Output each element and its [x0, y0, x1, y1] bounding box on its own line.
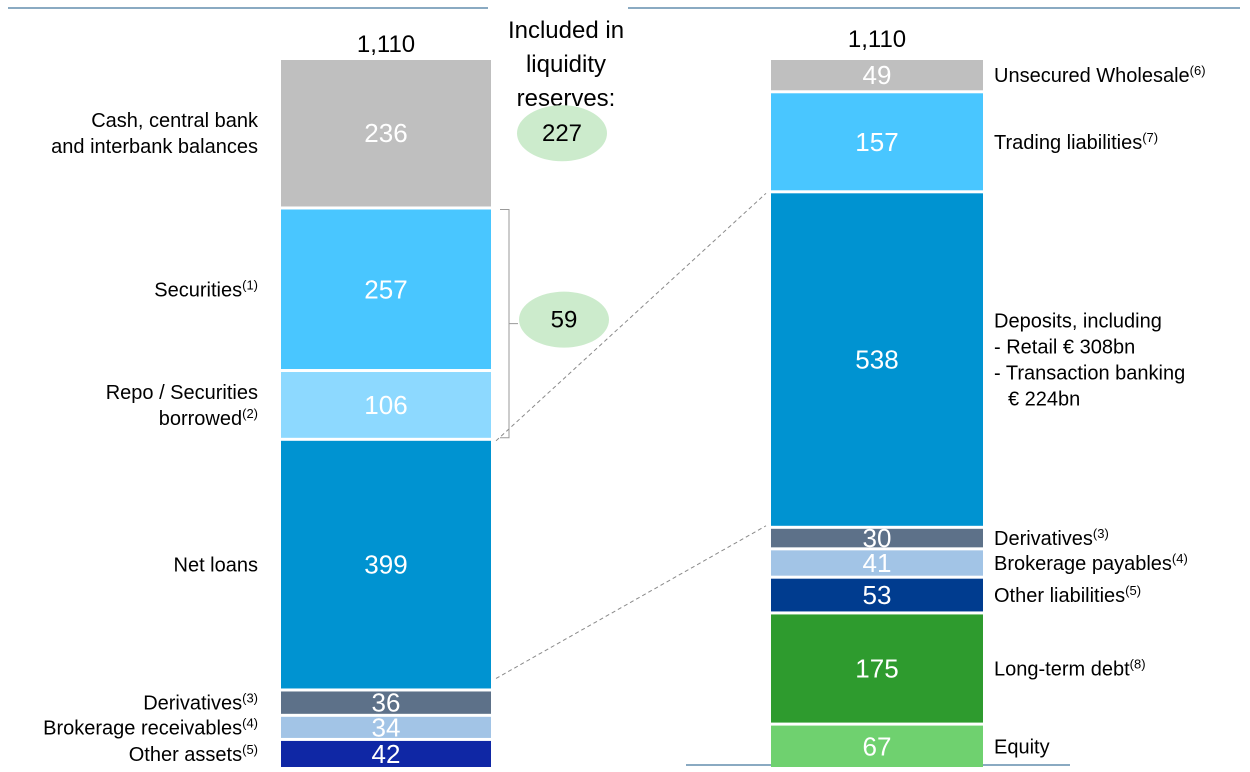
label-line: Securities	[154, 279, 242, 301]
label-line: and interbank balances	[51, 136, 258, 158]
connector-top	[495, 192, 767, 442]
bar-segment-brokerage-receivables-1	[281, 716, 491, 738]
footnote-marker: (4)	[1172, 551, 1188, 566]
category-label-repo-securities-borrowed-1: Repo / Securities borrowed(2)	[106, 382, 258, 430]
category-label-other-liabilities-2: Other liabilities(5)	[994, 583, 1141, 607]
label-line: Net loans	[174, 555, 259, 577]
bar-segment-other-liabilities-2	[771, 578, 983, 612]
footnote-marker: (6)	[1190, 63, 1206, 78]
label-line: Other assets	[129, 744, 242, 766]
bar-segment-cash-central-bank-and-interbank-balances-1	[281, 60, 491, 207]
label-line: Deposits, including	[994, 311, 1162, 333]
footnote-marker: (4)	[242, 715, 258, 730]
value-label-securities-1: 257	[364, 274, 407, 304]
category-label-brokerage-receivables-1: Brokerage receivables(4)	[43, 715, 258, 739]
footnote-marker: (3)	[1093, 526, 1109, 541]
label-line: Other liabilities	[994, 585, 1125, 607]
category-label-other-assets-1: Other assets(5)	[129, 742, 258, 766]
footnote-marker: (5)	[1125, 583, 1141, 598]
label-line: Derivatives	[994, 528, 1093, 550]
value-label-brokerage-payables-2: 41	[863, 548, 892, 578]
value-label-repo-securities-borrowed-1: 106	[364, 390, 407, 420]
value-label-brokerage-receivables-1: 34	[372, 712, 401, 742]
value-label-other-liabilities-2: 53	[863, 580, 892, 610]
value-label-net-loans-1: 399	[364, 550, 407, 580]
label-line: Long-term debt	[994, 659, 1130, 681]
value-label-deposits-including-retail-308bn-transaction-banking-224bn-2: 538	[855, 345, 898, 375]
category-label-long-term-debt-2: Long-term debt(8)	[994, 657, 1146, 681]
label-line: borrowed	[159, 408, 242, 430]
value-label-long-term-debt-2: 175	[855, 654, 898, 684]
bar-segment-net-loans-1	[281, 440, 491, 689]
bar-segment-long-term-debt-2	[771, 614, 983, 723]
bar-segment-derivatives-2	[771, 528, 983, 548]
label-line: - Retail € 308bn	[994, 337, 1135, 359]
label-line: - Transaction banking	[994, 363, 1185, 385]
footnote-marker: (5)	[242, 742, 258, 757]
category-label-derivatives-2: Derivatives(3)	[994, 526, 1109, 550]
value-label-other-assets-1: 42	[372, 739, 401, 767]
bar-connectors	[495, 192, 767, 679]
category-labels: Cash, central bank and interbank balances…	[43, 63, 1205, 766]
category-label-unsecured-wholesale-2: Unsecured Wholesale(6)	[994, 63, 1206, 87]
category-label-derivatives-1: Derivatives(3)	[143, 691, 258, 715]
label-line: Trading liabilities	[994, 132, 1142, 154]
footnote-marker: (1)	[242, 277, 258, 292]
value-label-equity-2: 67	[863, 731, 892, 761]
category-label-trading-liabilities-2: Trading liabilities(7)	[994, 130, 1158, 154]
liquidity-heading: Included in liquidity reserves:	[508, 17, 624, 112]
label-line: Equity	[994, 736, 1050, 758]
category-label-equity-2: Equity	[994, 736, 1050, 758]
category-label-deposits-including-retail-308bn-transaction-banking-224bn-2: Deposits, including - Retail € 308bn - Tra…	[994, 311, 1185, 411]
liquidity-cash-value: 227	[542, 120, 582, 147]
bar-segment-unsecured-wholesale-2	[771, 60, 983, 91]
bar-segment-trading-liabilities-2	[771, 93, 983, 191]
bar-segment-other-assets-1	[281, 740, 491, 767]
bar-segment-securities-1	[281, 209, 491, 370]
footnote-marker: (2)	[242, 406, 258, 421]
value-label-unsecured-wholesale-2: 49	[863, 60, 892, 90]
label-line: Brokerage receivables	[43, 717, 242, 739]
value-label-trading-liabilities-2: 157	[855, 127, 898, 157]
label-line: Unsecured Wholesale	[994, 65, 1190, 87]
value-label-derivatives-1: 36	[372, 688, 401, 718]
liquidity-bubble-cash	[517, 105, 607, 162]
value-label-cash-central-bank-and-interbank-balances-1: 236	[364, 118, 407, 148]
liquidity-heading-line: Included in	[508, 17, 624, 44]
bar-segment-repo-securities-borrowed-1	[281, 372, 491, 438]
bar-total-label-2: 1,110	[848, 26, 906, 53]
category-label-securities-1: Securities(1)	[154, 277, 258, 301]
liquidity-heading-line: liquidity	[526, 51, 606, 78]
footnote-marker: (8)	[1130, 657, 1146, 672]
securities-bracket	[500, 208, 518, 439]
footnote-marker: (3)	[242, 691, 258, 706]
liquidity-bubble-securities	[519, 291, 609, 348]
footnote-marker: (7)	[1142, 130, 1158, 145]
label-line: € 224bn	[1008, 389, 1080, 411]
category-label-brokerage-payables-2: Brokerage payables(4)	[994, 551, 1188, 575]
connector-bottom	[495, 525, 767, 679]
category-label-cash-central-bank-and-interbank-balances-1: Cash, central bank and interbank balances	[51, 110, 259, 158]
bar-segment-derivatives-1	[281, 691, 491, 714]
bar-total-label-1: 1,110	[357, 31, 415, 58]
value-label-derivatives-2: 30	[863, 523, 892, 553]
bar-segment-equity-2	[771, 725, 983, 767]
label-line: Cash, central bank	[91, 110, 259, 132]
bar-segment-deposits-including-retail-308bn-transaction-banking-224bn-2	[771, 193, 983, 526]
liquidity-securities-value: 59	[551, 307, 578, 334]
label-line: Derivatives	[143, 693, 242, 715]
category-label-net-loans-1: Net loans	[174, 555, 259, 577]
label-line: Repo / Securities	[106, 382, 258, 404]
label-line: Brokerage payables	[994, 553, 1172, 575]
bar-segment-brokerage-payables-2	[771, 550, 983, 576]
